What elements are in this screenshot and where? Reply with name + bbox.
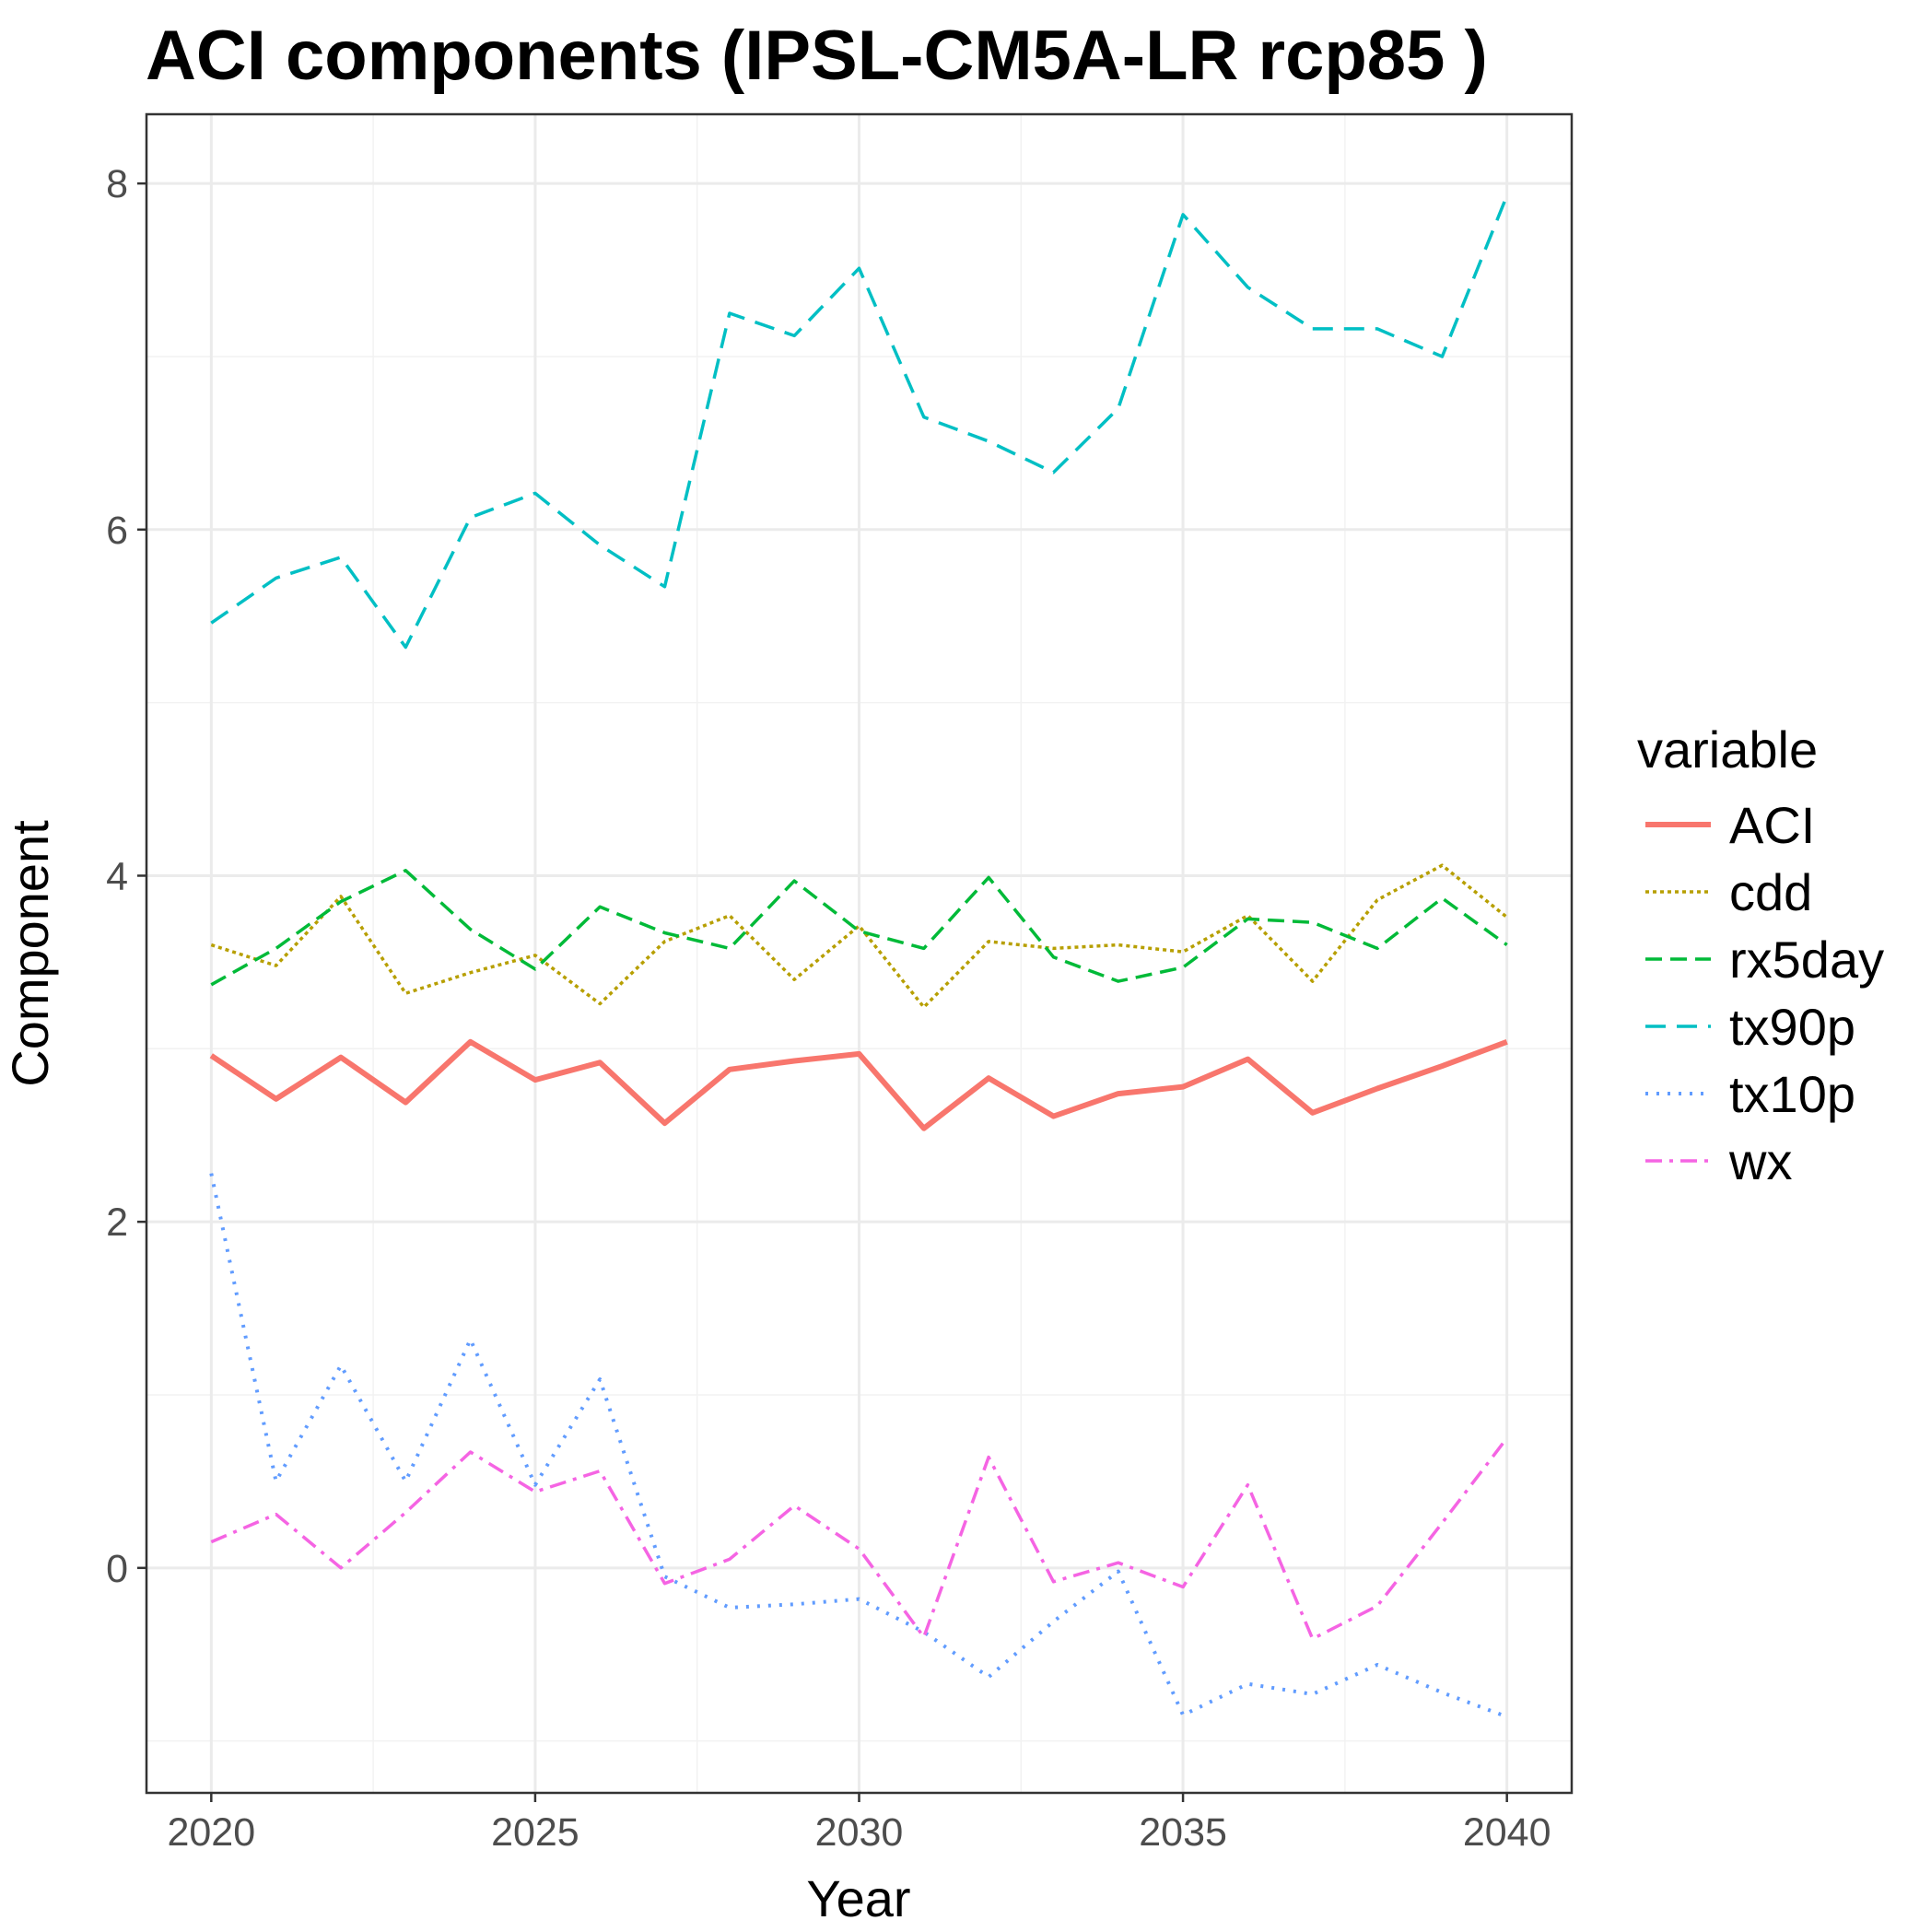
- legend-label-tx90p: tx90p: [1729, 998, 1855, 1056]
- series-line-tx90p: [210, 194, 1509, 650]
- y-tick-label: 0: [106, 1547, 128, 1591]
- series-line-tx10p: [209, 1173, 1508, 1719]
- x-tick-label: 2020: [167, 1810, 255, 1855]
- legend-label-rx5day: rx5day: [1729, 931, 1884, 989]
- x-tick-label: 2035: [1139, 1810, 1227, 1855]
- legend-label-cdd: cdd: [1729, 863, 1812, 921]
- legend-title: variable: [1637, 720, 1818, 779]
- legend: variable ACI cdd rx5day tx90p tx10p wx: [1637, 720, 1884, 1190]
- y-axis-title: Component: [1, 820, 59, 1087]
- grid: [146, 114, 1572, 1793]
- legend-items: ACI cdd rx5day tx90p tx10p wx: [1645, 796, 1884, 1190]
- tick-labels: 2020 2025 2030 2035 2040 0 2 4 6 8: [106, 162, 1551, 1855]
- series-line-rx5day: [210, 869, 1508, 987]
- y-tick-label: 8: [106, 162, 128, 206]
- axis-ticks: [137, 181, 1508, 1802]
- x-tick-label: 2025: [491, 1810, 579, 1855]
- y-tick-label: 2: [106, 1200, 128, 1245]
- chart-title: ACI components (IPSL-CM5A-LR rcp85 ): [146, 17, 1488, 95]
- series-layer: [209, 194, 1509, 1719]
- series-line-wx: [210, 1436, 1509, 1641]
- y-tick-label: 4: [106, 854, 128, 898]
- legend-label-aci: ACI: [1729, 796, 1815, 854]
- series-line-aci: [209, 1038, 1508, 1131]
- y-tick-label: 6: [106, 509, 128, 553]
- x-tick-label: 2030: [815, 1810, 904, 1855]
- legend-label-wx: wx: [1728, 1132, 1792, 1190]
- legend-label-tx10p: tx10p: [1729, 1065, 1855, 1123]
- x-axis-title: Year: [806, 1869, 910, 1927]
- series-line-cdd: [210, 863, 1508, 1009]
- x-tick-label: 2040: [1463, 1810, 1551, 1855]
